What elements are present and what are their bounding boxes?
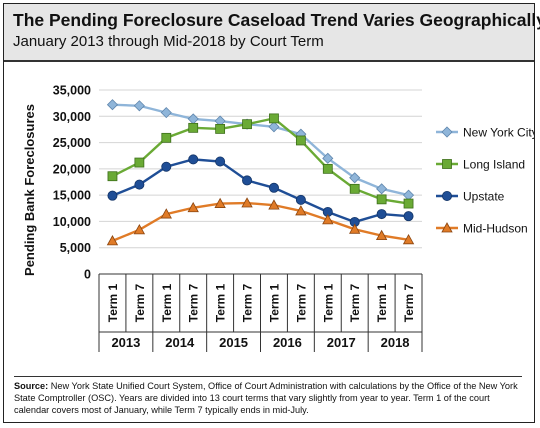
data-point xyxy=(242,175,253,186)
data-point xyxy=(214,197,226,208)
legend-marker xyxy=(442,159,452,169)
data-point xyxy=(134,179,145,190)
data-point xyxy=(134,157,145,168)
x-year-label: 2015 xyxy=(219,335,248,350)
x-year-label: 2016 xyxy=(273,335,302,350)
data-point xyxy=(269,113,279,124)
y-tick-label: 30,000 xyxy=(53,110,91,124)
chart-title: The Pending Foreclosure Caseload Trend V… xyxy=(13,10,540,30)
legend-label: Upstate xyxy=(463,190,505,204)
data-point xyxy=(349,223,361,234)
x-tick-label: Term 7 xyxy=(187,283,201,322)
data-point xyxy=(160,208,172,219)
data-point xyxy=(161,161,172,172)
data-point xyxy=(268,121,280,133)
data-point xyxy=(107,171,118,182)
y-tick-label: 25,000 xyxy=(53,136,91,150)
data-point xyxy=(268,199,280,210)
data-point xyxy=(215,156,226,167)
data-point xyxy=(322,163,333,174)
y-tick-label: 5,000 xyxy=(60,241,91,255)
y-axis: 0 5,000 10,000 15,000 20,000 25,000 30,000 35,0… xyxy=(53,84,91,282)
data-point xyxy=(403,198,414,209)
data-point xyxy=(106,99,119,111)
x-tick-label: Term 7 xyxy=(133,283,147,322)
data-point xyxy=(295,205,307,216)
source-text: New York State Unified Court System, Off… xyxy=(14,381,518,415)
chart-frame: The Pending Foreclosure Caseload Trend V… xyxy=(3,3,540,423)
x-tick-label: Term 1 xyxy=(160,283,174,322)
x-tick-label: Term 1 xyxy=(267,283,281,322)
x-tick-label: Term 7 xyxy=(348,283,362,322)
data-point xyxy=(133,224,146,235)
legend-marker xyxy=(441,222,453,233)
y-axis-label: Pending Bank Foreclosures xyxy=(22,104,37,276)
x-tick-label: Term 7 xyxy=(294,283,308,322)
data-point xyxy=(349,183,360,194)
x-year-label: 2018 xyxy=(381,335,410,350)
x-tick-label: Term 7 xyxy=(241,283,255,322)
source-note: Source: New York State Unified Court Sys… xyxy=(14,376,522,420)
chart-header: The Pending Foreclosure Caseload Trend V… xyxy=(4,4,540,62)
series-upstate xyxy=(107,154,414,227)
data-point xyxy=(106,235,119,246)
data-point xyxy=(322,152,334,164)
data-point xyxy=(349,172,361,184)
series-long-island xyxy=(107,113,414,209)
legend-label: New York City xyxy=(463,126,534,140)
x-tick-label: Term 1 xyxy=(321,283,335,322)
source-label: Source: xyxy=(14,381,49,391)
legend-label: Long Island xyxy=(463,158,525,172)
data-point xyxy=(376,209,387,220)
x-year-label: 2013 xyxy=(111,335,140,350)
data-point xyxy=(187,201,199,213)
legend: New York City Long Island Upstate Mid-Hudso… xyxy=(436,126,534,236)
x-year-label: 2017 xyxy=(327,335,356,350)
data-point xyxy=(187,113,199,125)
data-point xyxy=(241,197,253,208)
y-tick-label: 0 xyxy=(84,268,91,282)
series-line xyxy=(111,117,409,205)
series-group xyxy=(106,99,415,246)
line-chart: 0 5,000 10,000 15,000 20,000 25,000 30,000 35,0… xyxy=(22,84,534,352)
data-point xyxy=(242,119,252,130)
data-point xyxy=(376,183,388,195)
data-point xyxy=(402,234,415,245)
x-tick-label: Term 7 xyxy=(402,283,416,322)
data-point xyxy=(402,189,415,201)
legend-marker xyxy=(441,126,453,138)
data-point xyxy=(403,211,414,222)
data-point xyxy=(215,124,226,134)
data-point xyxy=(322,214,334,225)
x-tick-label: Term 1 xyxy=(375,283,389,322)
data-point xyxy=(161,132,172,143)
x-axis: Term 1 Term 7 Term 1 Term 7 Term 1 Term 7 Term… xyxy=(98,273,423,352)
y-tick-label: 10,000 xyxy=(53,215,91,229)
data-point xyxy=(133,100,145,112)
data-point xyxy=(375,229,388,241)
data-point xyxy=(268,182,279,193)
data-point xyxy=(295,194,306,205)
legend-marker xyxy=(441,190,452,201)
y-tick-label: 15,000 xyxy=(53,189,91,203)
data-point xyxy=(107,190,118,201)
series-line xyxy=(112,201,409,242)
y-tick-label: 35,000 xyxy=(53,84,91,98)
data-point xyxy=(160,107,172,119)
series-mid-hudson xyxy=(106,197,415,246)
series-line xyxy=(112,103,409,197)
chart-subtitle: January 2013 through Mid-2018 by Court T… xyxy=(13,33,324,50)
y-tick-label: 20,000 xyxy=(53,162,91,176)
x-year-label: 2014 xyxy=(165,335,195,350)
data-point xyxy=(188,154,199,165)
x-tick-label: Term 1 xyxy=(214,283,228,322)
x-tick-label: Term 1 xyxy=(106,283,120,322)
data-point xyxy=(295,135,306,146)
legend-label: Mid-Hudson xyxy=(463,222,528,236)
data-point xyxy=(376,194,387,205)
data-point xyxy=(188,122,199,133)
